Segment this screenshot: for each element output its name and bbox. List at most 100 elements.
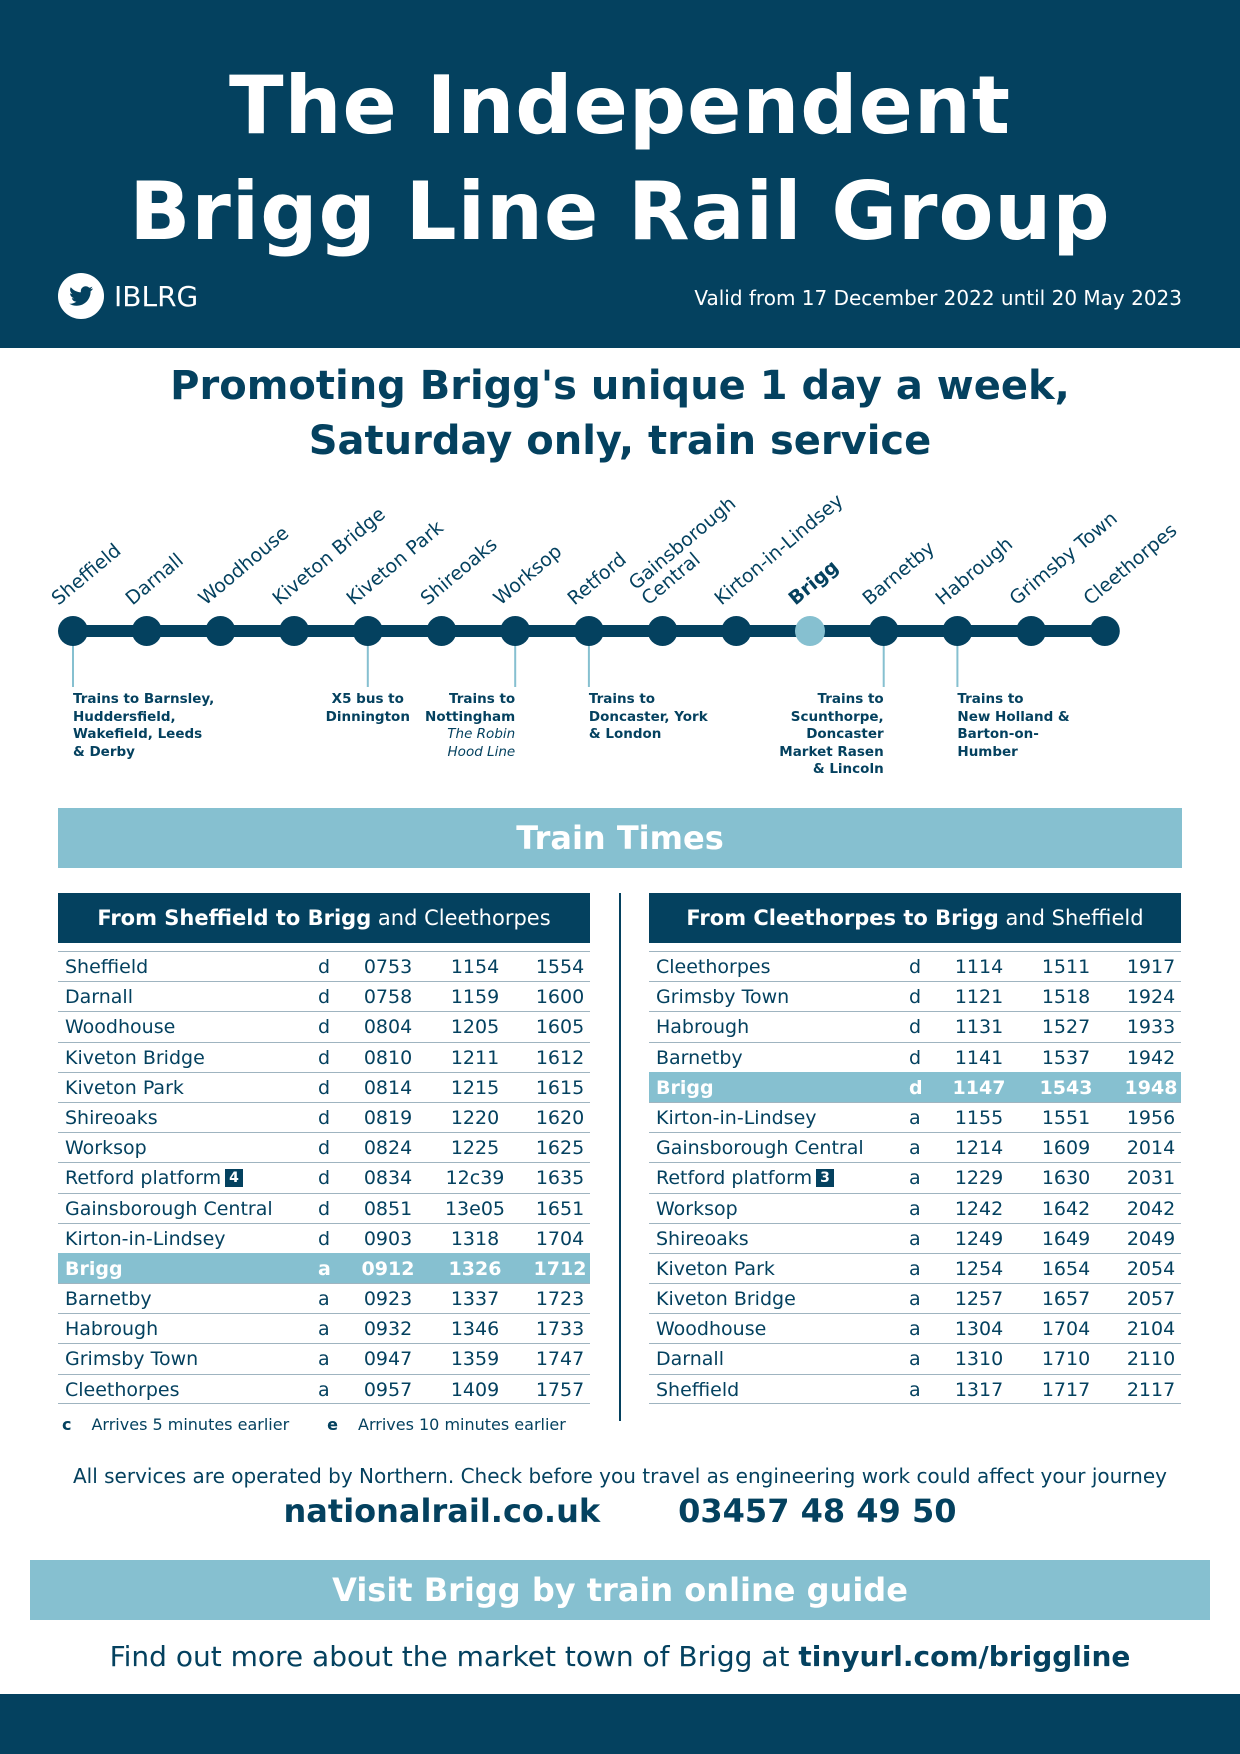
- depart-arrive-marker: d: [318, 1167, 331, 1190]
- note-key: e: [327, 1415, 338, 1434]
- connection-info: Trains to Nottingham The Robin Hood Line: [425, 691, 515, 761]
- time-cell: 1704: [535, 1227, 585, 1250]
- connection-info: X5 bus to Dinnington: [308, 691, 428, 726]
- connection-line: Trains to: [449, 691, 516, 707]
- connection-line: & Lincoln: [812, 761, 884, 777]
- time-cell: 1612: [535, 1046, 585, 1069]
- depart-arrive-marker: a: [909, 1318, 921, 1341]
- platform-badge: 4: [225, 1169, 243, 1188]
- station-name: Kiveton Park: [656, 1257, 775, 1280]
- table-row: Grimsby Town d 1121 1518 1924: [649, 981, 1181, 1011]
- station-name: Cleethorpes: [656, 956, 771, 978]
- table-row: Kirton-in-Lindsey d 0903 1318 1704: [58, 1222, 590, 1253]
- station-name: Sheffield: [656, 1378, 740, 1401]
- station-name: Brigg: [656, 1076, 714, 1099]
- timetable-notes: c Arrives 5 minutes earlier e Arrives 10 mi…: [62, 1414, 566, 1436]
- heading-bold: From Sheffield to Brigg: [97, 906, 372, 930]
- station-name: Brigg: [65, 1257, 123, 1280]
- connection-line: Dinnington: [325, 708, 410, 725]
- connection-line: New Holland &: [957, 708, 1070, 725]
- station-name: Kirton-in-Lindsey: [656, 1106, 817, 1129]
- time-cell: 1635: [535, 1167, 585, 1190]
- table-row: Darnall a 1310 1710 2110: [649, 1343, 1181, 1373]
- connection-line: X5 bus to: [331, 691, 404, 707]
- time-cell: 1605: [535, 1016, 585, 1039]
- time-cell: 1310: [954, 1348, 1004, 1371]
- website-link[interactable]: nationalrail.co.uk: [283, 1492, 601, 1530]
- station-name: Kiveton Park: [65, 1076, 184, 1099]
- depart-arrive-marker: a: [909, 1106, 921, 1129]
- time-cell: 1214: [954, 1137, 1004, 1160]
- time-cell: 0814: [363, 1076, 413, 1099]
- depart-arrive-marker: a: [909, 1137, 921, 1160]
- find-out-more: Find out more about the market town of B…: [0, 1638, 1240, 1676]
- table-row: Barnetby d 1141 1537 1942: [649, 1041, 1181, 1072]
- time-cell: 0923: [363, 1288, 413, 1311]
- station-name: Woodhouse: [656, 1318, 767, 1341]
- depart-arrive-marker: d: [318, 1137, 331, 1160]
- table-row: Shireoaks a 1249 1649 2049: [649, 1222, 1181, 1253]
- time-cell: 2049: [1126, 1227, 1176, 1250]
- time-cell: 2014: [1126, 1137, 1176, 1160]
- time-cell: 1317: [954, 1378, 1004, 1401]
- phone-number[interactable]: 03457 48 49 50: [678, 1492, 957, 1530]
- time-cell: 1956: [1126, 1106, 1176, 1129]
- time-cell: 2054: [1126, 1257, 1176, 1280]
- timetable-sheffield-to-cleethorpes: From Sheffield to Brigg and Cleethorpes …: [58, 893, 590, 1404]
- depart-arrive-marker: a: [909, 1378, 921, 1401]
- station-name: Habrough: [65, 1318, 159, 1341]
- table-row: Gainsborough Central d 0851 13e05 1651: [58, 1192, 590, 1223]
- time-cell: 1359: [450, 1348, 500, 1371]
- time-cell: 12c39: [445, 1167, 505, 1190]
- connection-line: Wakefield, Leeds: [73, 726, 203, 742]
- station-name: Woodhouse: [65, 1016, 176, 1039]
- time-cell: 1649: [1041, 1227, 1091, 1250]
- time-cell: 1159: [450, 986, 500, 1009]
- depart-arrive-marker: d: [318, 1076, 331, 1099]
- table-row: Retford platform 3 a 1229 1630 2031: [649, 1162, 1181, 1192]
- depart-arrive-marker: a: [318, 1288, 330, 1311]
- table-row: Kiveton Park d 0814 1215 1615: [58, 1071, 590, 1102]
- time-cell: 1551: [1041, 1106, 1091, 1129]
- time-cell: 2031: [1126, 1167, 1176, 1190]
- station-name: Grimsby Town: [65, 1348, 199, 1371]
- station-dot: [1089, 616, 1120, 646]
- time-cell: 1511: [1041, 956, 1091, 978]
- time-cell: 1147: [952, 1076, 1006, 1099]
- depart-arrive-marker: d: [318, 986, 331, 1009]
- twitter-bird-icon[interactable]: [58, 273, 104, 319]
- route-line: [58, 616, 1120, 687]
- note-text: Arrives 5 minutes earlier: [91, 1415, 290, 1434]
- time-cell: 1600: [535, 986, 585, 1009]
- depart-arrive-marker: d: [318, 1227, 331, 1250]
- table-row: Grimsby Town a 0947 1359 1747: [58, 1343, 590, 1373]
- operator-note: All services are operated by Northern. C…: [72, 1464, 1167, 1488]
- depart-arrive-marker: d: [318, 1106, 331, 1129]
- time-cell: 0804: [363, 1016, 413, 1039]
- validity-dates: Valid from 17 December 2022 until 20 May…: [694, 286, 1182, 310]
- time-cell: 1942: [1126, 1046, 1176, 1069]
- time-cell: 0758: [363, 986, 413, 1009]
- twitter-handle[interactable]: IBLRG: [114, 280, 199, 313]
- station-name: Gainsborough Central: [656, 1137, 864, 1160]
- time-cell: 1220: [450, 1106, 500, 1129]
- station-dot: [58, 616, 88, 646]
- time-cell: 1933: [1126, 1016, 1176, 1039]
- connection-line: Trains to: [957, 691, 1024, 707]
- table-row: Barnetby a 0923 1337 1723: [58, 1283, 590, 1313]
- station-name: Barnetby: [65, 1288, 152, 1311]
- station-dot: [352, 616, 383, 646]
- time-cell: 2042: [1126, 1197, 1176, 1220]
- depart-arrive-marker: a: [318, 1378, 330, 1401]
- station-name: Habrough: [656, 1016, 750, 1039]
- table-row: Habrough d 1131 1527 1933: [649, 1011, 1181, 1041]
- connection-info: Trains to Scunthorpe, Doncaster Market Rase…: [779, 691, 883, 779]
- connection-line: & Derby: [73, 743, 135, 760]
- depart-arrive-marker: a: [318, 1318, 330, 1341]
- time-cell: 1654: [1041, 1257, 1091, 1280]
- depart-arrive-marker: a: [909, 1288, 921, 1311]
- time-cell: 0753: [363, 956, 413, 978]
- tagline-line-2: Saturday only, train service: [308, 418, 932, 464]
- contact-links: nationalrail.co.uk 03457 48 49 50: [0, 1489, 1240, 1533]
- guide-link[interactable]: tinyurl.com/briggline: [798, 1640, 1131, 1673]
